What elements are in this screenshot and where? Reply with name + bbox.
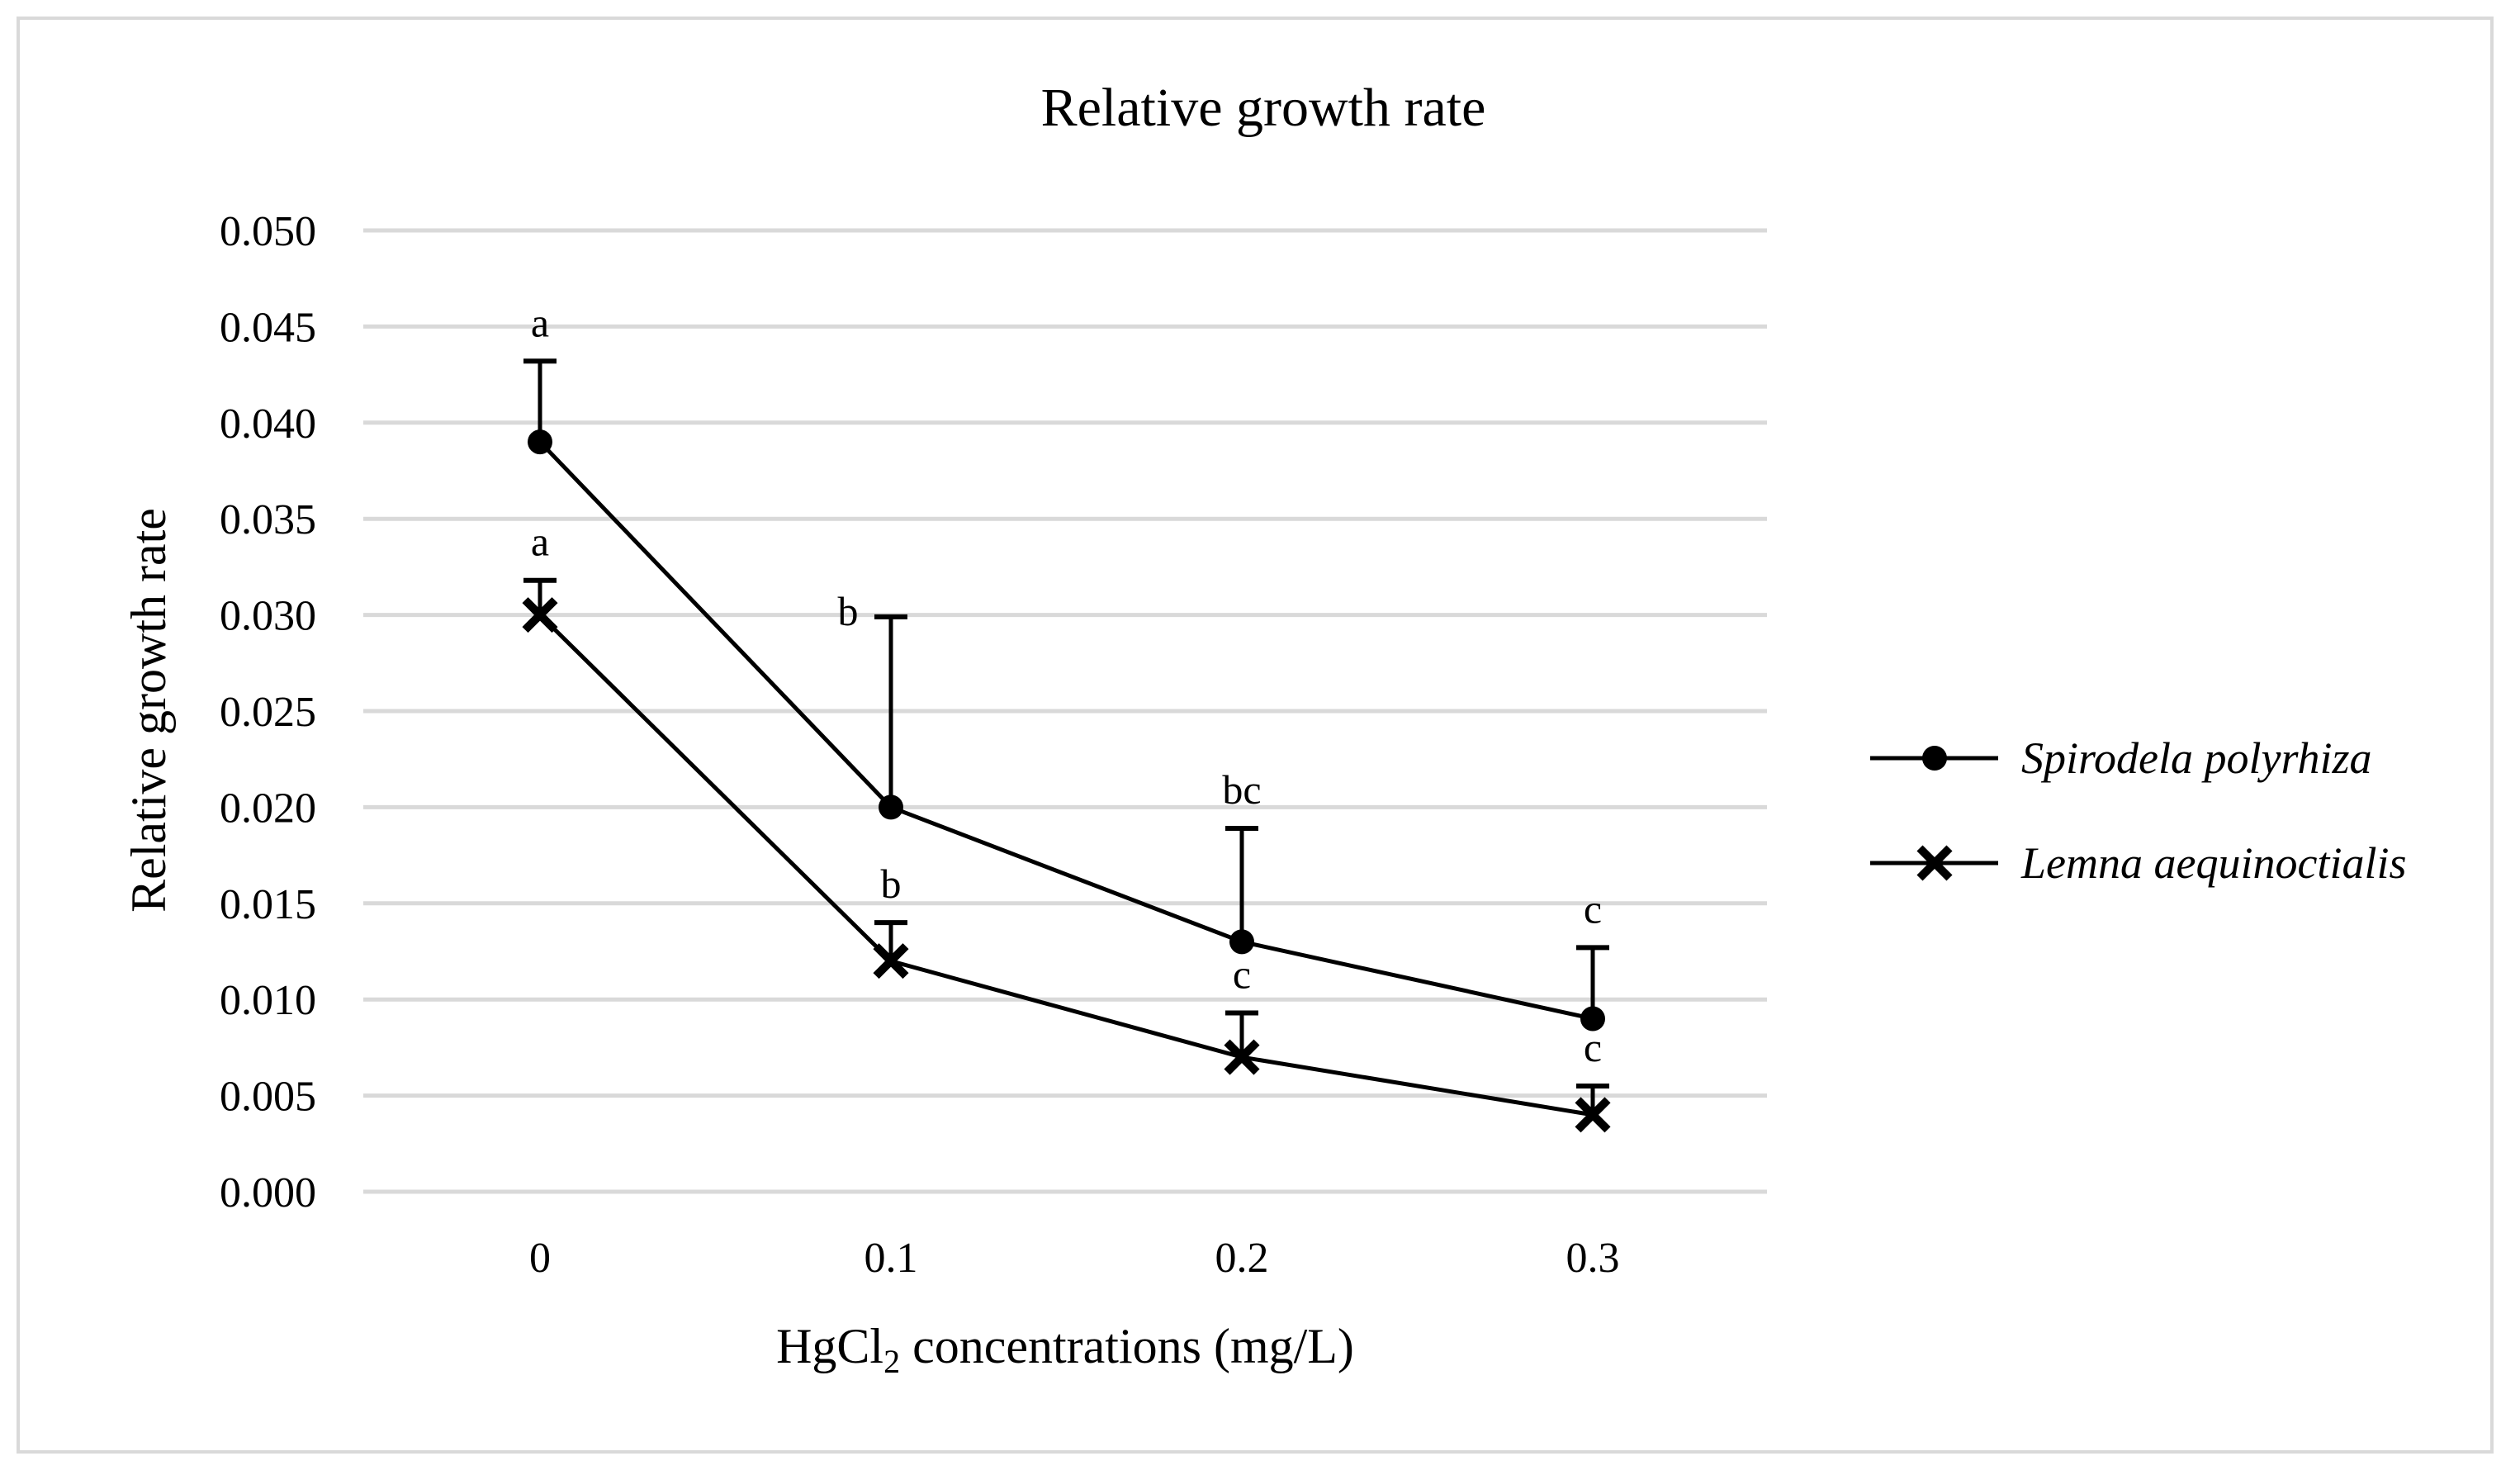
legend-marker [1916,845,1953,881]
chart-title: Relative growth rate [1041,78,1486,138]
significance-letter: a [531,519,549,565]
data-point [879,794,903,820]
data-point [1224,1039,1260,1075]
y-tick-label: 0.035 [220,496,316,543]
significance-letter: c [1584,885,1602,932]
x-tick-label: 0.2 [1215,1235,1269,1282]
gridlines [363,228,1767,1194]
series-line [538,613,1594,1117]
y-tick-label: 0.040 [220,401,316,448]
data-point [873,943,909,979]
legend: Spirodela polyrhiza Lemna aequinoctialis [1870,733,2406,888]
y-tick-label: 0.005 [220,1074,316,1121]
significance-letter: c [1584,1024,1602,1070]
y-axis-label: Relative growth rate [121,508,176,913]
x-axis-label-rest: concentrations (mg/L) [900,1319,1354,1373]
legend-item: Spirodela polyrhiza [1870,733,2372,783]
y-tick-label: 0.015 [220,881,316,928]
x-tick-label: 0.1 [864,1235,918,1282]
legend-item: Lemna aequinoctialis [1870,838,2406,888]
chart-frame [17,17,2494,1454]
x-tick-label: 0 [529,1235,551,1282]
y-tick-label: 0.050 [220,208,316,255]
x-axis-label-subscript: 2 [883,1343,900,1380]
significance-letter: c [1233,951,1251,997]
x-axis-label-main: HgCl [776,1319,883,1373]
data-point [1580,1006,1605,1032]
y-tick-label: 0.045 [220,304,316,351]
data-point [528,429,552,455]
y-tick-label: 0.030 [220,593,316,640]
y-tick-label: 0.000 [220,1169,316,1217]
y-tick-label: 0.025 [220,689,316,736]
y-tick-label: 0.020 [220,785,316,832]
x-tick-label: 0.3 [1566,1235,1620,1282]
series-line [538,440,1594,1021]
significance-letter: b [881,861,902,907]
data-point [1575,1097,1611,1133]
x-axis-label: HgCl2 concentrations (mg/L) [776,1319,1354,1380]
data-point [522,597,558,633]
legend-label: Spirodela polyrhiza [2021,733,2372,783]
legend-label: Lemna aequinoctialis [2020,838,2406,888]
x-tick-labels: 0 0.1 0.2 0.3 [529,1235,1620,1282]
y-tick-labels: 0.000 0.005 0.010 0.015 0.020 0.025 0.030 0.035… [220,208,316,1217]
significance-letter: bc [1222,766,1261,813]
significance-letter: a [531,299,549,345]
data-point [1229,929,1254,955]
significance-letter: b [838,588,859,634]
y-tick-label: 0.010 [220,977,316,1024]
legend-marker [1922,746,1947,771]
